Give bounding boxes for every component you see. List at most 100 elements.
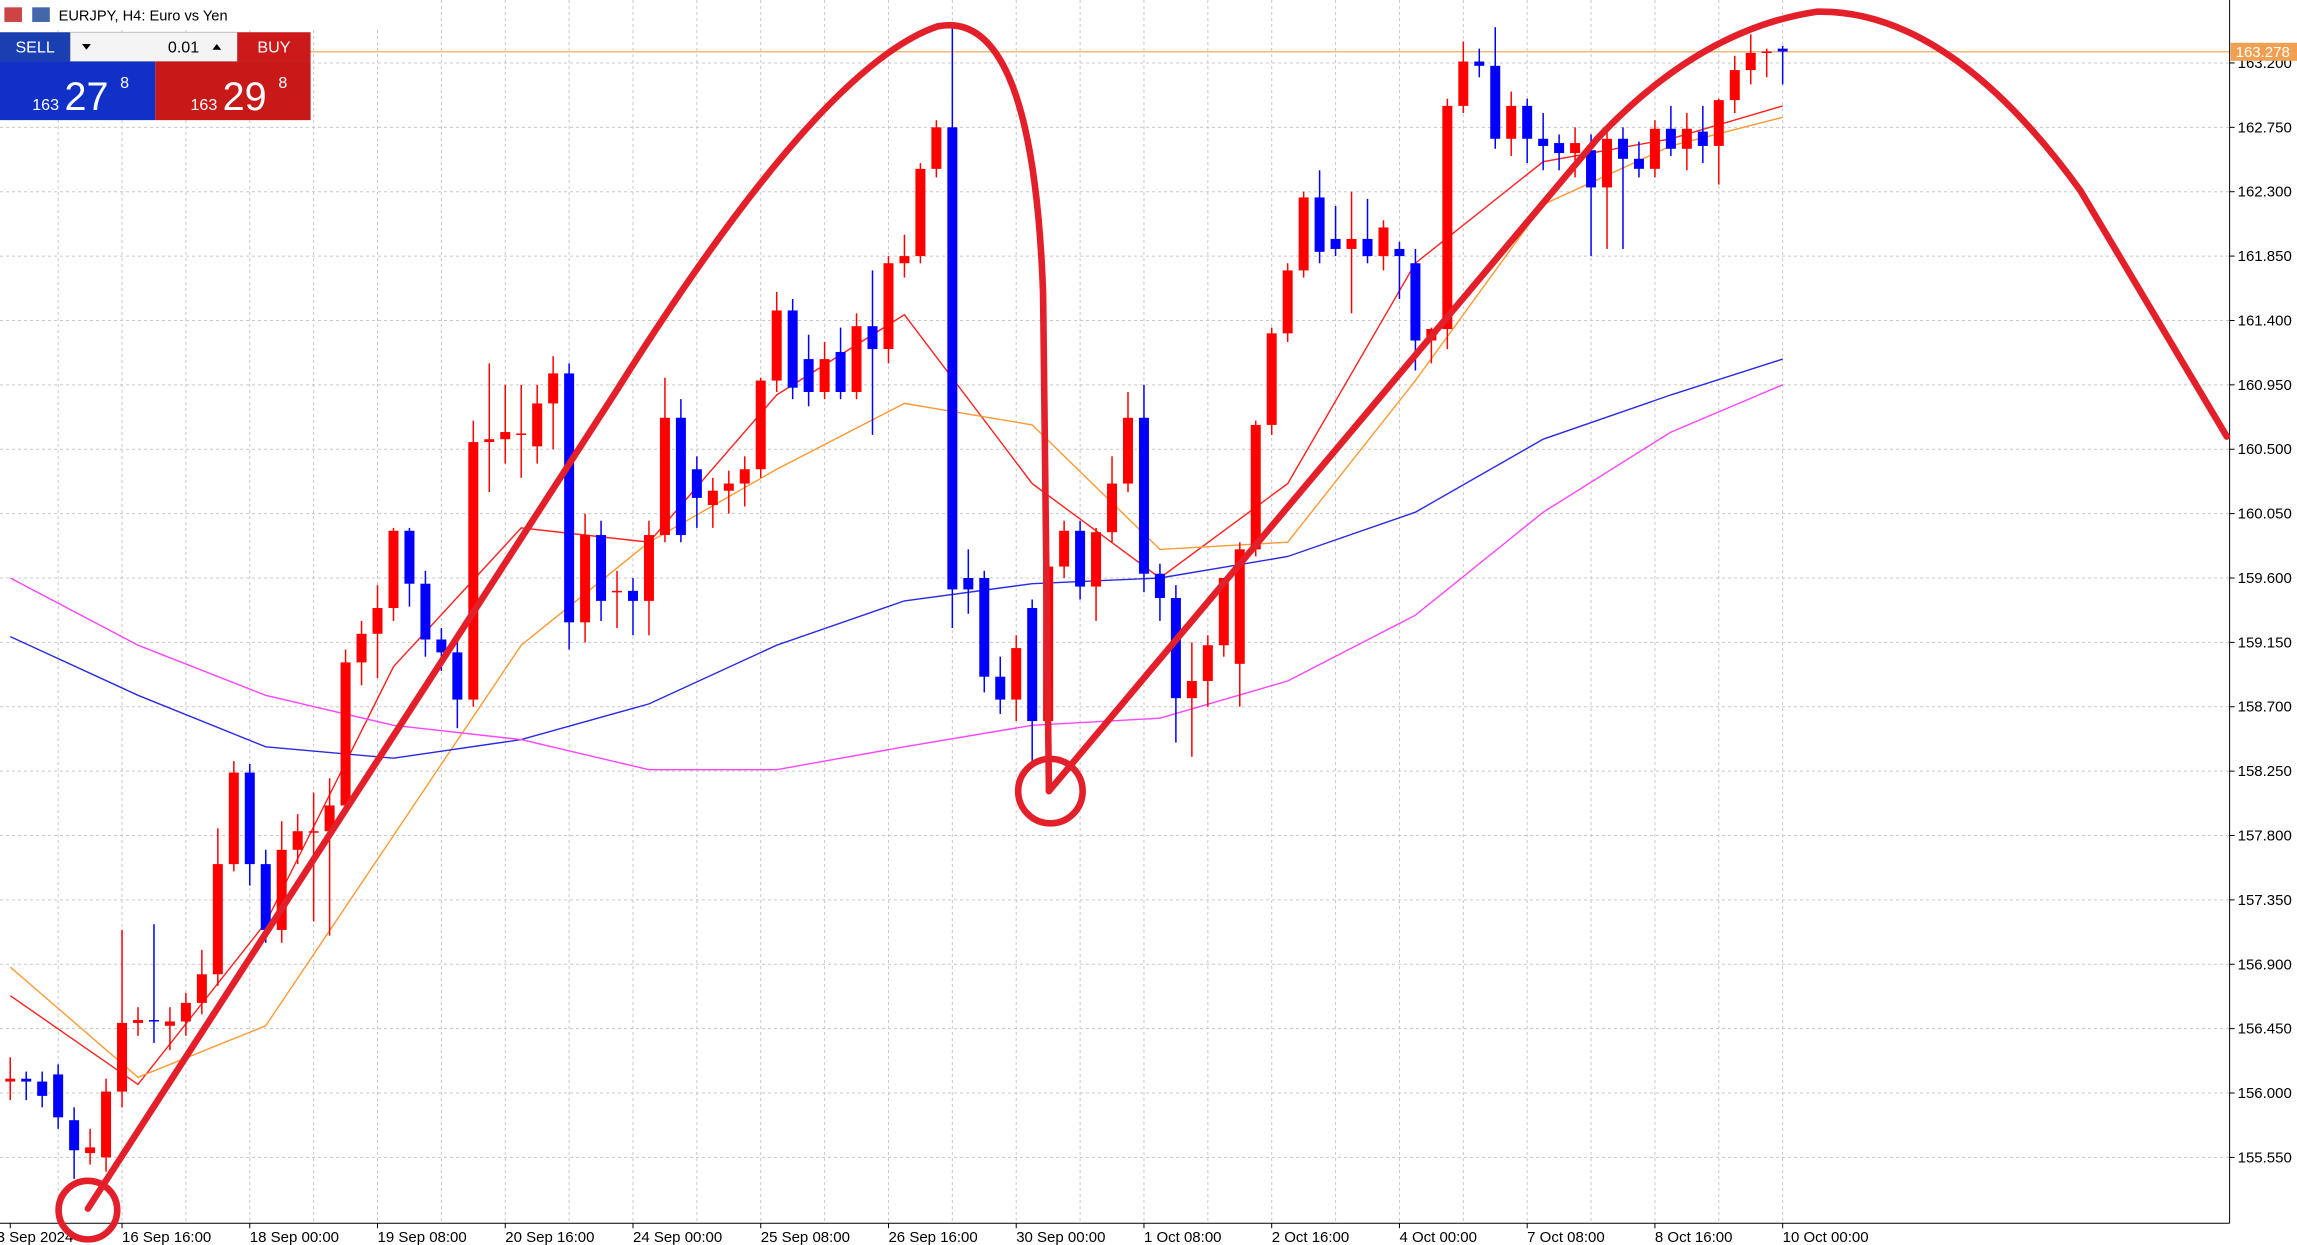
- y-tick-label: 159.600: [2238, 570, 2292, 587]
- candle-body: [180, 1002, 191, 1022]
- y-tick-label: 157.350: [2238, 892, 2292, 909]
- arrow-up: [212, 43, 222, 50]
- lot-field[interactable]: [69, 31, 238, 62]
- price-label: 163.278: [2236, 44, 2290, 61]
- candle-body: [947, 127, 958, 590]
- candle-body: [1138, 417, 1149, 574]
- candle-body: [117, 1022, 128, 1092]
- candle-body: [1745, 52, 1756, 71]
- x-tick-label: 2 Oct 16:00: [1272, 1229, 1350, 1245]
- candle-body: [803, 359, 814, 392]
- x-tick-label: 18 Sep 00:00: [250, 1229, 339, 1245]
- y-tick-label: 158.700: [2238, 699, 2292, 716]
- candle-body: [132, 1020, 143, 1023]
- candle-body: [995, 676, 1006, 700]
- candle-body: [1602, 138, 1613, 188]
- annotation-circle: [55, 1177, 121, 1243]
- x-tick-label: 13 Sep 2024: [0, 1229, 73, 1245]
- candle-body: [1506, 105, 1517, 139]
- candle-body: [468, 442, 479, 700]
- candle-body: [1458, 61, 1469, 106]
- candle-body: [1107, 483, 1118, 533]
- candle-body: [1474, 61, 1485, 66]
- candle-body: [1298, 197, 1309, 271]
- candle-body: [356, 633, 367, 663]
- candle-body: [404, 530, 415, 584]
- candle-body: [548, 373, 559, 404]
- candle-body: [1442, 105, 1453, 330]
- candle-body: [883, 263, 894, 350]
- candle-body: [931, 127, 942, 169]
- candle-body: [148, 1020, 159, 1022]
- x-tick-label: 7 Oct 08:00: [1527, 1229, 1605, 1245]
- candle-body: [1091, 532, 1102, 587]
- candle-body: [899, 256, 910, 264]
- x-tick-label: 20 Sep 16:00: [505, 1229, 594, 1245]
- candle-body: [1234, 549, 1245, 664]
- y-tick-label: 158.250: [2238, 763, 2292, 780]
- buy-button[interactable]: [237, 32, 311, 62]
- candle-body: [340, 662, 351, 806]
- y-tick-label: 161.400: [2238, 312, 2292, 329]
- candle-body: [739, 469, 750, 484]
- candle-body: [596, 535, 607, 601]
- y-tick-label: 156.900: [2238, 956, 2292, 973]
- candle-body: [691, 469, 702, 498]
- candle-body: [1522, 105, 1533, 139]
- candle-body: [196, 974, 207, 1003]
- candle-body: [1617, 138, 1628, 159]
- x-tick-label: 26 Sep 16:00: [888, 1229, 977, 1245]
- bid-big: 163: [32, 96, 59, 114]
- candle-body: [612, 590, 623, 593]
- ask-box[interactable]: [155, 61, 311, 121]
- x-tick-label: 19 Sep 08:00: [378, 1229, 467, 1245]
- candle-body: [1538, 138, 1549, 146]
- icon: [4, 7, 22, 22]
- candle-body: [1665, 128, 1676, 149]
- ask-big: 163: [190, 96, 217, 114]
- candle-body: [723, 483, 734, 491]
- y-tick-label: 156.450: [2238, 1021, 2292, 1038]
- candle-body: [580, 535, 591, 623]
- candle-body: [372, 608, 383, 634]
- candle-body: [5, 1078, 16, 1082]
- candle-body: [324, 805, 335, 832]
- candle-body: [963, 577, 974, 590]
- candle-body: [1554, 143, 1565, 154]
- annotation-curve: [84, 21, 1053, 1212]
- candle-body: [436, 639, 447, 653]
- candle-body: [1330, 238, 1341, 249]
- candle-body: [979, 577, 990, 677]
- candle-body: [771, 310, 782, 381]
- candle-body: [851, 326, 862, 392]
- candle-body: [500, 432, 511, 440]
- candle-body: [452, 652, 463, 700]
- bid-box[interactable]: [0, 61, 156, 121]
- candle-body: [420, 583, 431, 640]
- chart-title: EURJPY, H4: Euro vs Yen: [59, 9, 228, 25]
- candle-body: [1378, 227, 1389, 257]
- candle-body: [101, 1091, 112, 1158]
- candle-body: [388, 530, 399, 609]
- moving-average: [9, 384, 1783, 771]
- sell-button[interactable]: [0, 32, 71, 62]
- x-tick-label: 24 Sep 00:00: [633, 1229, 722, 1245]
- candle-body: [787, 310, 798, 388]
- candle-body: [1122, 417, 1133, 484]
- y-tick-label: 161.850: [2238, 248, 2292, 265]
- candle-body: [1011, 648, 1022, 700]
- candle-body: [292, 831, 303, 850]
- candle-body: [53, 1074, 64, 1118]
- candle-body: [1075, 530, 1086, 587]
- trade-panel: SELL 0.01 BUY 163 27 8 163 29 8: [0, 31, 311, 121]
- candle-body: [1570, 143, 1581, 154]
- candle-body: [308, 831, 319, 833]
- candle-body: [564, 373, 575, 623]
- candle-body: [1697, 131, 1708, 146]
- candle-body: [1586, 150, 1597, 188]
- x-tick-label: 8 Oct 16:00: [1655, 1229, 1733, 1245]
- bid-main: 27: [64, 75, 108, 119]
- sell-label: SELL: [15, 39, 54, 57]
